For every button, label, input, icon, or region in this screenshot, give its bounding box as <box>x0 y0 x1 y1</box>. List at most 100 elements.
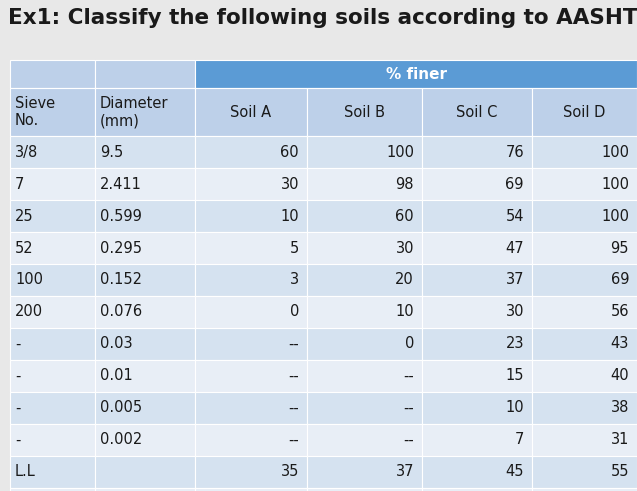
Bar <box>95 328 195 360</box>
Bar <box>532 296 637 328</box>
Text: 43: 43 <box>611 336 629 352</box>
Text: 10: 10 <box>396 304 414 320</box>
Text: --: -- <box>403 433 414 447</box>
Text: --: -- <box>289 336 299 352</box>
Text: 0.005: 0.005 <box>100 401 142 415</box>
Text: 3: 3 <box>290 273 299 288</box>
Bar <box>195 424 307 456</box>
Text: 0.03: 0.03 <box>100 336 132 352</box>
Bar <box>195 456 307 488</box>
Text: -: - <box>15 401 20 415</box>
Text: 7: 7 <box>515 433 524 447</box>
Text: 56: 56 <box>610 304 629 320</box>
Text: 0.152: 0.152 <box>100 273 142 288</box>
Text: 100: 100 <box>601 209 629 223</box>
Text: 10: 10 <box>505 401 524 415</box>
Bar <box>422 488 532 491</box>
Bar <box>10 168 95 200</box>
Bar <box>422 200 532 232</box>
Bar <box>532 456 637 488</box>
Text: 0.01: 0.01 <box>100 369 132 383</box>
Bar <box>10 88 95 136</box>
Text: 69: 69 <box>506 176 524 191</box>
Bar <box>422 136 532 168</box>
Text: Sieve
No.: Sieve No. <box>15 96 55 128</box>
Text: 25: 25 <box>15 209 34 223</box>
Bar <box>195 232 307 264</box>
Bar <box>532 328 637 360</box>
Text: --: -- <box>289 369 299 383</box>
Bar <box>195 136 307 168</box>
Text: 0: 0 <box>404 336 414 352</box>
Text: 200: 200 <box>15 304 43 320</box>
Text: --: -- <box>403 401 414 415</box>
Text: 98: 98 <box>396 176 414 191</box>
Bar <box>532 264 637 296</box>
Text: 30: 30 <box>396 241 414 255</box>
Text: Soil A: Soil A <box>231 105 271 119</box>
Text: 35: 35 <box>281 464 299 480</box>
Bar <box>422 232 532 264</box>
Text: 3/8: 3/8 <box>15 144 38 160</box>
Bar <box>422 360 532 392</box>
Text: 2.411: 2.411 <box>100 176 142 191</box>
Bar <box>307 488 422 491</box>
Text: 100: 100 <box>601 144 629 160</box>
Bar <box>422 88 532 136</box>
Bar <box>307 264 422 296</box>
Text: -: - <box>15 336 20 352</box>
Text: 7: 7 <box>15 176 24 191</box>
Bar <box>195 360 307 392</box>
Bar <box>532 424 637 456</box>
Bar <box>307 328 422 360</box>
Text: 0: 0 <box>290 304 299 320</box>
Bar <box>95 168 195 200</box>
Text: Soil C: Soil C <box>456 105 497 119</box>
Bar <box>422 168 532 200</box>
Text: 0.599: 0.599 <box>100 209 142 223</box>
Bar <box>307 168 422 200</box>
Text: 45: 45 <box>506 464 524 480</box>
Bar <box>95 264 195 296</box>
Text: 40: 40 <box>610 369 629 383</box>
Text: 100: 100 <box>386 144 414 160</box>
Text: 0.002: 0.002 <box>100 433 142 447</box>
Bar <box>95 136 195 168</box>
Text: -: - <box>15 433 20 447</box>
Bar <box>10 392 95 424</box>
Text: 23: 23 <box>506 336 524 352</box>
Bar <box>422 424 532 456</box>
Bar <box>532 88 637 136</box>
Text: Ex1: Classify the following soils according to AASHTO: Ex1: Classify the following soils accord… <box>8 8 637 28</box>
Text: 76: 76 <box>505 144 524 160</box>
Bar <box>532 168 637 200</box>
Text: 100: 100 <box>15 273 43 288</box>
Bar <box>10 360 95 392</box>
Bar <box>10 456 95 488</box>
Bar <box>10 264 95 296</box>
Bar <box>10 328 95 360</box>
Bar <box>307 456 422 488</box>
Bar <box>307 392 422 424</box>
Bar <box>307 296 422 328</box>
Bar <box>422 328 532 360</box>
Bar <box>10 200 95 232</box>
Text: Soil D: Soil D <box>563 105 606 119</box>
Bar <box>95 488 195 491</box>
Text: 20: 20 <box>395 273 414 288</box>
Bar <box>307 232 422 264</box>
Text: 55: 55 <box>610 464 629 480</box>
Bar <box>95 360 195 392</box>
Bar <box>95 232 195 264</box>
Text: 60: 60 <box>396 209 414 223</box>
Text: -: - <box>15 369 20 383</box>
Bar <box>195 264 307 296</box>
Bar <box>195 168 307 200</box>
Bar <box>195 488 307 491</box>
Bar <box>95 392 195 424</box>
Bar <box>95 200 195 232</box>
Bar <box>195 392 307 424</box>
Text: --: -- <box>403 369 414 383</box>
Bar <box>195 88 307 136</box>
Bar <box>95 60 195 88</box>
